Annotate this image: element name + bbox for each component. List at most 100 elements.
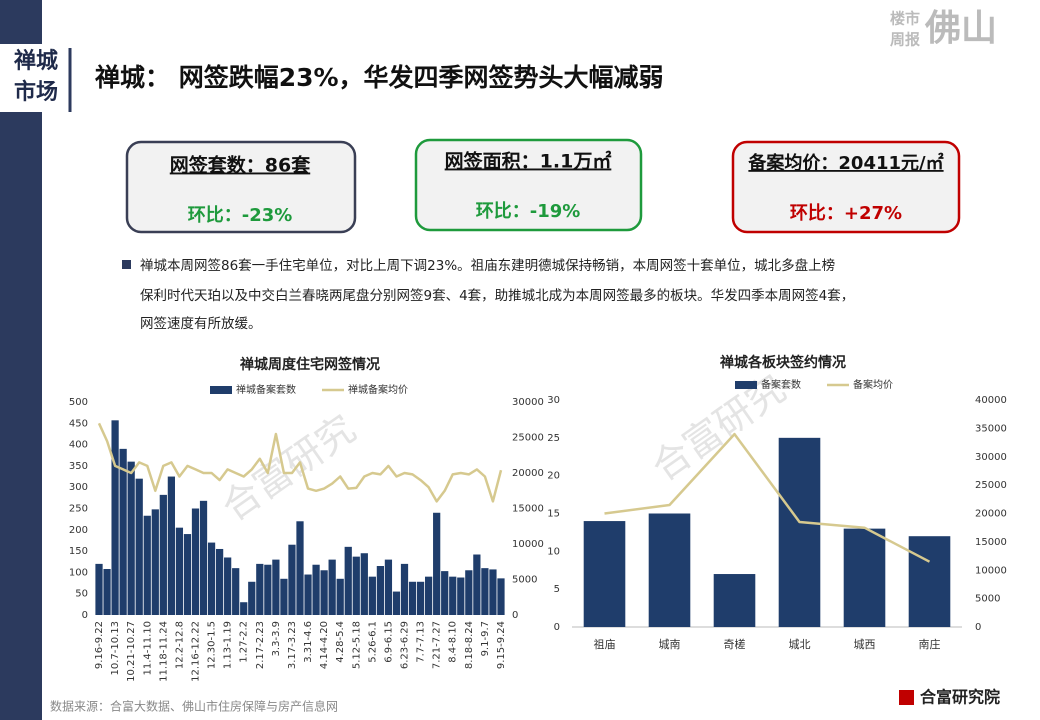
x-tick-label: 南庄 (919, 637, 941, 651)
y2-tick-label: 0 (975, 622, 981, 633)
bar (111, 420, 119, 615)
y-tick-label: 50 (75, 589, 88, 600)
brand-text: 周报 (890, 31, 920, 49)
y2-tick-label: 15000 (512, 504, 544, 515)
y-tick-label: 400 (69, 440, 88, 451)
bar (457, 577, 465, 615)
x-tick-label: 5.12-5.18 (351, 621, 362, 669)
y2-tick-label: 10000 (975, 565, 1007, 576)
y-tick-label: 30 (547, 395, 560, 406)
bar (127, 461, 135, 615)
y-tick-label: 500 (69, 397, 88, 408)
bar (199, 500, 208, 615)
y-tick-label: 0 (82, 610, 88, 621)
x-tick-label: 12.16-12.22 (190, 621, 201, 682)
y2-tick-label: 30000 (975, 452, 1007, 463)
bar (400, 563, 409, 615)
bar (648, 513, 691, 627)
card-label: 备案均价：20411元/㎡ (747, 152, 943, 174)
card-box (125, 140, 357, 234)
y2-tick-label: 5000 (975, 594, 1000, 605)
bar (272, 559, 280, 615)
bar (256, 563, 264, 615)
line-series (604, 432, 931, 563)
source-note: 数据来源：合富大数据、佛山市住房保障与房产信息网 (50, 699, 338, 714)
legend-swatch (735, 381, 757, 389)
bar (384, 559, 393, 615)
y-tick-label: 20 (547, 471, 560, 482)
y2-tick-label: 40000 (975, 395, 1007, 406)
bar (352, 556, 360, 615)
y-tick-label: 0 (554, 622, 560, 633)
x-tick-label: 10.7-10.13 (110, 621, 121, 676)
x-tick-label: 4.14-4.20 (319, 621, 330, 669)
y-tick-label: 5 (554, 584, 560, 595)
x-tick-label: 8.18-8.24 (464, 621, 475, 669)
bar (489, 569, 497, 615)
card: 网签套数：86套 环比：-23% (125, 140, 357, 234)
bar (215, 548, 224, 615)
x-tick-label: 9.15-9.24 (496, 621, 507, 669)
legend-label: 备案套数 (761, 378, 801, 391)
bullet (122, 260, 131, 269)
x-tick-label: 1.13-1.19 (223, 621, 234, 669)
card: 网签面积：1.1万㎡ 环比：-19% (414, 138, 643, 232)
logo-icon (899, 690, 914, 705)
line-series (97, 422, 503, 503)
x-tick-label: 2.17-2.23 (255, 621, 266, 669)
bar (344, 546, 352, 615)
x-tick-label: 奇槎 (724, 637, 746, 651)
y-tick-label: 300 (69, 482, 88, 493)
bar (425, 576, 433, 615)
x-tick-label: 12.2-12.8 (174, 621, 185, 669)
brand-city: 佛山 (924, 8, 997, 49)
bar (248, 581, 256, 615)
bar (119, 448, 127, 615)
bar (320, 570, 328, 615)
bar (465, 570, 473, 615)
y2-tick-label: 25000 (512, 433, 544, 444)
x-tick-label: 9.16-9.22 (94, 621, 105, 669)
y-tick-label: 150 (69, 546, 88, 557)
bar (232, 568, 240, 615)
bar (481, 568, 489, 615)
chart-title: 禅城周度住宅网签情况 (239, 356, 380, 373)
bar (207, 542, 216, 615)
card-box (414, 138, 643, 232)
x-tick-label: 10.21-10.27 (126, 621, 137, 682)
y-tick-label: 250 (69, 504, 88, 515)
watermark: 合富研究 (214, 406, 364, 529)
x-tick-label: 9.1-9.7 (480, 621, 491, 656)
bar (408, 581, 417, 615)
bar (473, 554, 481, 615)
chart-title: 禅城各板块签约情况 (719, 354, 846, 371)
y2-tick-label: 30000 (512, 397, 544, 408)
section-label: 禅城 (13, 48, 58, 74)
section-label: 市场 (14, 79, 58, 105)
x-tick-label: 7.21-7.27 (432, 621, 443, 669)
section-box (0, 44, 70, 112)
summary-line: 禅城本周网签86套一手住宅单位，对比上周下调23%。祖庙东建明德城保持畅销，本周… (140, 257, 835, 274)
y2-tick-label: 10000 (512, 539, 544, 550)
legend-label: 禅城备案均价 (348, 383, 408, 396)
x-tick-label: 3.17-3.23 (287, 621, 298, 669)
bar (304, 574, 312, 615)
x-tick-label: 3.31-4.6 (303, 621, 314, 663)
bar (159, 494, 167, 615)
bar (135, 478, 143, 615)
x-tick-label: 6.9-6.15 (383, 621, 394, 663)
brand-text: 楼市 (890, 10, 920, 28)
bar (336, 578, 344, 615)
y2-tick-label: 15000 (975, 537, 1007, 548)
bar (167, 476, 175, 615)
bar (843, 528, 886, 627)
x-tick-label: 8.4-8.10 (448, 621, 459, 663)
bar (497, 578, 505, 615)
bar (224, 557, 232, 615)
x-tick-label: 7.7-7.13 (416, 621, 427, 663)
y-tick-label: 450 (69, 418, 88, 429)
x-tick-label: 11.4-11.10 (142, 621, 153, 676)
x-tick-label: 11.18-11.24 (158, 621, 169, 682)
card-change: 环比：+27% (790, 203, 902, 224)
bar (296, 521, 304, 615)
